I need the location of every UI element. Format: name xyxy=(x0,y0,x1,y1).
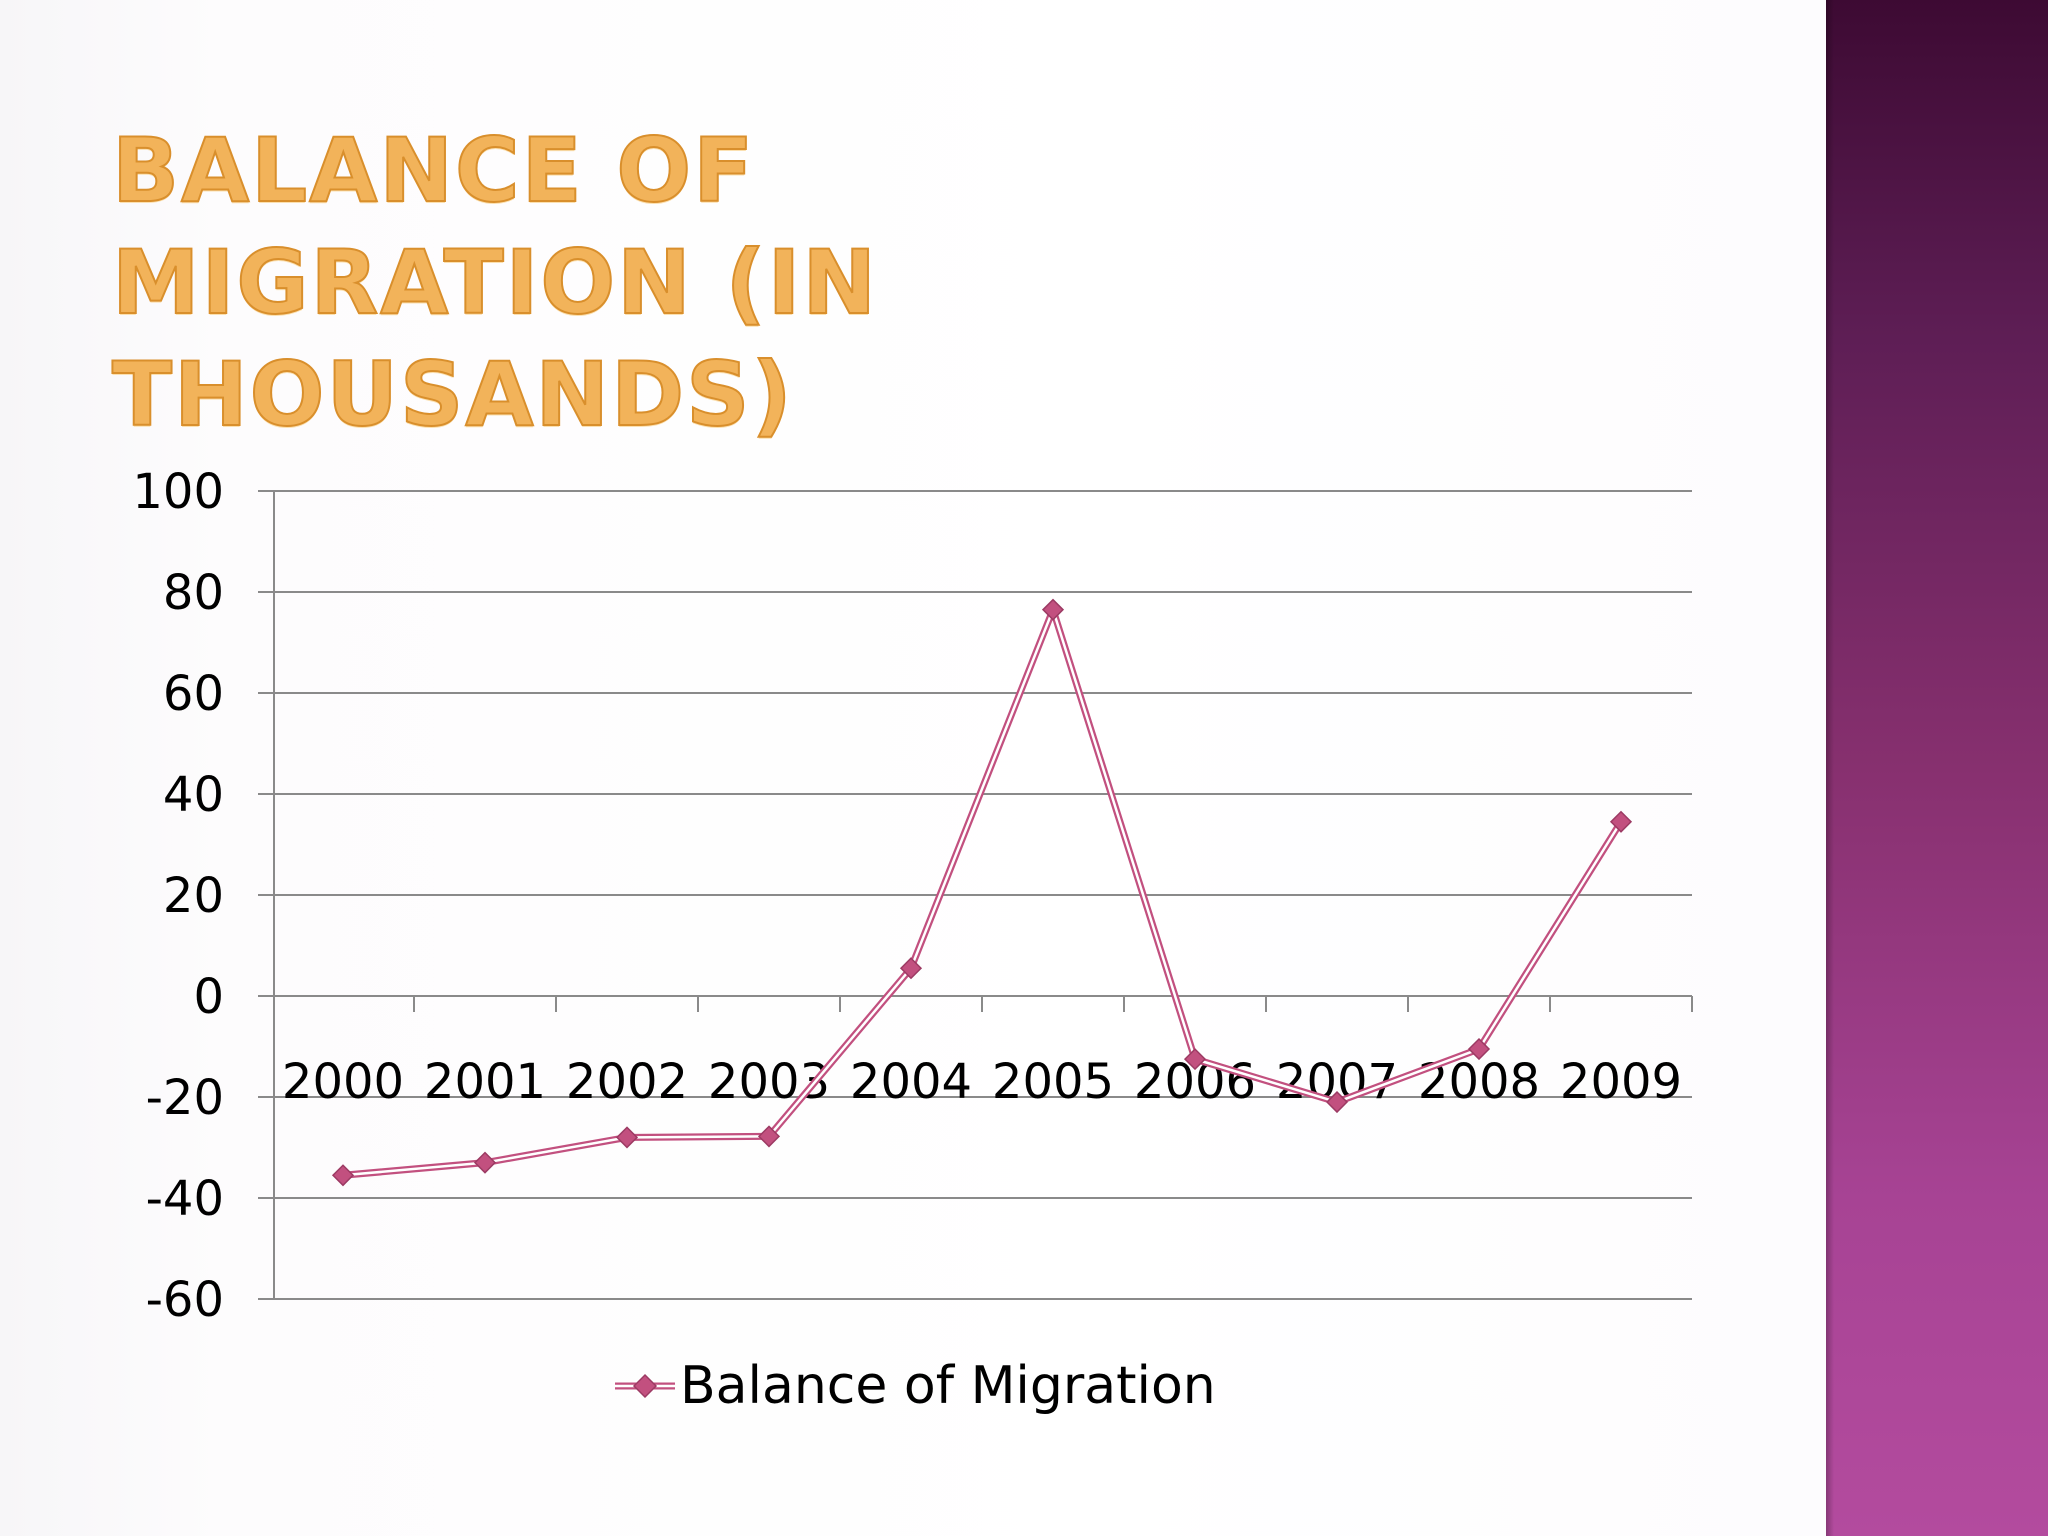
y-tick-label: 40 xyxy=(163,767,224,823)
gridlines xyxy=(258,490,1692,1300)
legend-marker xyxy=(632,1373,658,1399)
data-point-marker xyxy=(757,1125,781,1148)
data-point-marker xyxy=(1183,1048,1207,1071)
x-tick-label: 2000 xyxy=(282,1054,404,1110)
y-tick-label: 100 xyxy=(132,464,224,520)
side-bar-shadow xyxy=(1826,0,1834,1536)
x-tick-label: 2002 xyxy=(566,1054,688,1110)
data-point-marker xyxy=(1609,810,1633,833)
data-point-marker xyxy=(615,1126,639,1149)
slide-background xyxy=(0,0,1826,1536)
y-tick-label: 0 xyxy=(193,969,224,1025)
data-point-marker xyxy=(1467,1037,1491,1061)
x-tick-label: 2009 xyxy=(1560,1054,1682,1110)
slide-title: Balance of Migration (in thousands) xyxy=(111,118,879,447)
series-markers xyxy=(331,598,1633,1187)
series-lines xyxy=(342,606,1624,1179)
decorative-side-bar xyxy=(1826,0,2048,1536)
y-tick-label: 60 xyxy=(163,666,224,722)
data-point-marker xyxy=(1041,598,1065,621)
y-tick-label: -20 xyxy=(146,1070,224,1126)
data-point-marker xyxy=(1325,1090,1349,1114)
y-tick-label: 80 xyxy=(163,565,224,621)
axes xyxy=(258,491,1693,1299)
x-tick-label: 2001 xyxy=(424,1054,546,1110)
x-tick-label: 2004 xyxy=(850,1054,972,1110)
data-point-marker xyxy=(473,1151,497,1174)
y-tick-label: -60 xyxy=(146,1272,224,1328)
data-point-marker xyxy=(331,1164,355,1187)
x-tick-labels: 2000 2001 2002 2003 2004 2005 2006 2007 2008 2009 xyxy=(282,1054,1682,1110)
legend: Balance of Migration xyxy=(615,1356,1216,1416)
y-tick-labels: 100 80 60 40 20 0 -20 -40 -60 xyxy=(132,464,224,1328)
y-tick-label: 20 xyxy=(163,868,224,924)
data-point-marker xyxy=(899,957,923,980)
x-tick-label: 2005 xyxy=(992,1054,1114,1110)
legend-label: Balance of Migration xyxy=(680,1356,1216,1416)
x-tick-label: 2003 xyxy=(708,1054,830,1110)
y-tick-label: -40 xyxy=(146,1171,224,1227)
series-line-inner xyxy=(342,608,1623,1177)
